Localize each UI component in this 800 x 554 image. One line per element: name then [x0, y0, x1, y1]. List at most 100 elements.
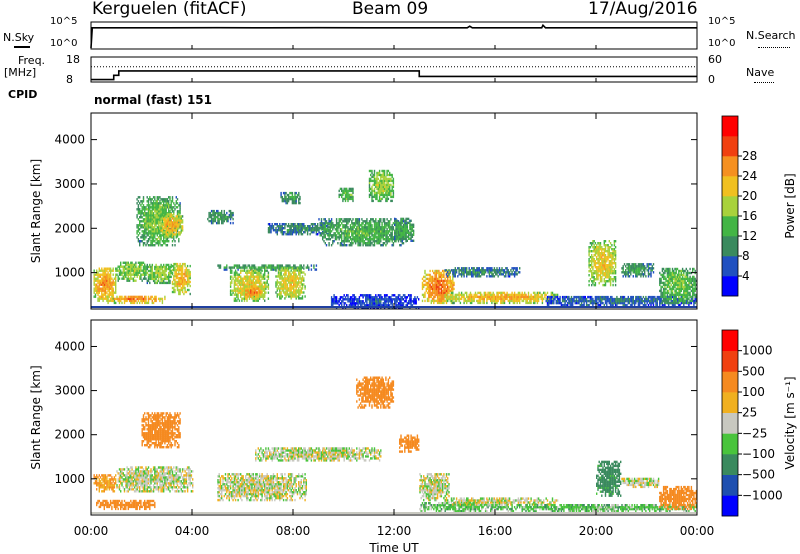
velocity-colorbar-tick-label: −500: [742, 468, 775, 482]
scatter-region: [255, 447, 382, 462]
time-tick-label: 00:00: [680, 524, 715, 538]
velocity-colorbar-tick-label: −1000: [742, 488, 783, 502]
scatter-region: [106, 295, 166, 305]
power-colorbar-swatch: [722, 236, 738, 257]
velocity-colorbar-swatch: [722, 392, 738, 413]
nsearch-tick-high: 10^5: [708, 16, 736, 27]
scatter-region: [159, 213, 184, 238]
scatter-region: [146, 263, 174, 285]
time-tick-label: 00:00: [74, 524, 109, 538]
station-title: Kerguelen (fitACF): [92, 0, 247, 19]
velocity-colorbar-tick-label: 1000: [742, 344, 773, 358]
scatter-region: [116, 466, 194, 493]
power-colorbar-swatch: [722, 216, 738, 237]
velocity-colorbar-tick-label: 100: [742, 385, 765, 399]
power-colorbar-tick-label: 24: [742, 169, 757, 183]
scatter-region: [621, 477, 660, 489]
scatter-region: [596, 460, 622, 497]
scatter-region: [338, 187, 354, 203]
velocity-colorbar-swatch: [722, 454, 738, 475]
scatter-region: [141, 412, 181, 449]
power-colorbar-tick-label: 20: [742, 189, 757, 203]
nave-label: Nave: [746, 66, 775, 79]
velocity-colorbar-tick-label: −25: [742, 426, 767, 440]
time-tick-label: 20:00: [579, 524, 614, 538]
scatter-region: [93, 474, 117, 493]
nsearch-label: N.Search: [746, 29, 796, 42]
cpid-value: normal (fast) 151: [94, 93, 212, 107]
scatter-region: [444, 267, 521, 278]
nave-legend-line: [754, 82, 774, 83]
power-colorbar-swatch: [722, 156, 738, 177]
power-colorbar-swatch: [722, 176, 738, 197]
nave-tick-high: 60: [708, 53, 722, 66]
freq-label: Freq.: [18, 54, 46, 67]
power-colorbar-swatch: [722, 256, 738, 277]
scatter-region: [399, 434, 420, 453]
power-colorbar-swatch: [722, 196, 738, 217]
freq-tick-low: 8: [66, 73, 73, 86]
scatter-region: [116, 261, 147, 282]
velocity-colorbar-swatch: [722, 474, 738, 496]
velocity-colorbar-frame: [721, 329, 739, 517]
velocity-colorbar-tick-label: −100: [742, 447, 775, 461]
scatter-region: [368, 169, 395, 203]
velocity-colorbar-tick-label: 500: [742, 364, 765, 378]
nsky-tick-low: 10^0: [50, 38, 78, 49]
scatter-region: [171, 262, 191, 296]
power-colorbar-tick-label: 4: [742, 269, 750, 283]
frequency-series-line: [91, 70, 697, 81]
power-ytick-label: 1000: [54, 266, 85, 280]
velocity-ytick-label: 4000: [54, 339, 85, 353]
scatter-region: [659, 485, 697, 511]
power-colorbar-swatch: [722, 276, 738, 297]
time-tick-label: 12:00: [377, 524, 412, 538]
power-colorbar-swatch: [722, 116, 738, 137]
velocity-colorbar-tick-label: 25: [742, 406, 757, 420]
velocity-colorbar-swatch: [722, 371, 738, 393]
velocity-colorbar-swatch: [722, 433, 738, 455]
scatter-region: [659, 267, 697, 305]
velocity-colorbar-swatch: [722, 495, 738, 517]
xaxis-label: Time UT: [368, 541, 419, 554]
velocity-colorbar-swatch: [722, 350, 738, 372]
velocity-colorbar-swatch: [722, 330, 738, 351]
nsearch-tick-low: 10^0: [708, 38, 736, 49]
scatter-region: [217, 473, 307, 502]
power-colorbar-tick-label: 12: [742, 229, 757, 243]
date-label: 17/Aug/2016: [588, 0, 698, 19]
power-colorbar-label: Power [dB]: [783, 173, 797, 238]
power-ytick-label: 2000: [54, 221, 85, 235]
scatter-region: [444, 291, 559, 305]
nsky-series-line: [90, 23, 697, 49]
scatter-region: [394, 217, 415, 242]
scatter-region: [93, 267, 117, 302]
scatter-region: [318, 218, 407, 247]
time-tick-label: 04:00: [175, 524, 210, 538]
scatter-region: [242, 285, 265, 300]
freq-unit: [MHz]: [4, 66, 37, 79]
nsky-tick-high: 10^5: [50, 16, 78, 27]
velocity-colorbar-swatch: [722, 412, 738, 434]
nsky-legend-line: [14, 46, 30, 48]
cpid-label: CPID: [8, 88, 38, 101]
scatter-region: [96, 499, 156, 511]
velocity-ytick-label: 3000: [54, 384, 85, 398]
scatter-region: [621, 263, 655, 278]
power-colorbar-tick-label: 28: [742, 149, 757, 163]
time-tick-label: 08:00: [276, 524, 311, 538]
velocity-ytick-label: 1000: [54, 472, 85, 486]
nsearch-legend-line: [758, 47, 790, 48]
nsky-label: N.Sky: [3, 31, 35, 44]
scatter-region: [207, 209, 234, 225]
scatter-region: [419, 473, 450, 502]
velocity-colorbar-label: Velocity [m s⁻¹]: [783, 376, 797, 469]
power-ytick-label: 3000: [54, 177, 85, 191]
velocity-ytick-label: 2000: [54, 428, 85, 442]
power-ylabel: Slant Range [km]: [29, 159, 43, 263]
power-colorbar-tick-label: 8: [742, 249, 750, 263]
power-colorbar-frame: [721, 115, 739, 297]
freq-tick-high: 18: [66, 53, 80, 66]
scatter-region: [588, 240, 617, 287]
